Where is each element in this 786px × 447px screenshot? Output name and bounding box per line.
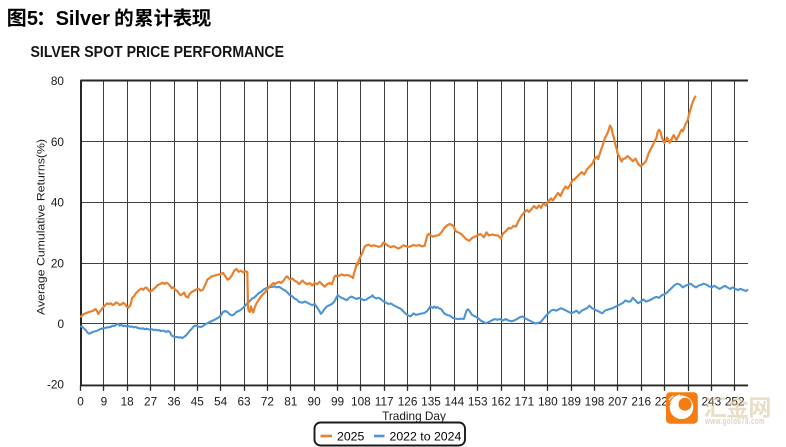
svg-text:SILVER SPOT PRICE PERFORMANCE: SILVER SPOT PRICE PERFORMANCE xyxy=(31,44,285,61)
svg-text:207: 207 xyxy=(608,395,628,409)
svg-text:18: 18 xyxy=(121,395,135,409)
svg-text:117: 117 xyxy=(375,395,394,409)
svg-text:81: 81 xyxy=(284,395,297,409)
svg-text:2022 to 2024: 2022 to 2024 xyxy=(390,430,462,444)
svg-text:0: 0 xyxy=(77,395,84,409)
svg-text:162: 162 xyxy=(491,395,511,409)
svg-text:Silver: Silver xyxy=(56,8,111,30)
svg-text:27: 27 xyxy=(144,395,157,409)
svg-text:108: 108 xyxy=(351,395,371,409)
svg-text:0: 0 xyxy=(57,317,64,331)
svg-text:171: 171 xyxy=(515,395,535,409)
svg-text:Trading Day: Trading Day xyxy=(382,409,446,423)
svg-text:9: 9 xyxy=(101,395,108,409)
svg-text:2025: 2025 xyxy=(337,430,365,444)
svg-text:80: 80 xyxy=(51,74,65,88)
svg-text:180: 180 xyxy=(538,395,558,409)
svg-text:216: 216 xyxy=(631,395,651,409)
svg-text:45: 45 xyxy=(191,395,205,409)
svg-text:198: 198 xyxy=(585,395,605,409)
svg-text:54: 54 xyxy=(214,395,228,409)
svg-text:www.gold678.com: www.gold678.com xyxy=(704,416,765,426)
svg-text:144: 144 xyxy=(444,395,464,409)
svg-text:189: 189 xyxy=(561,395,581,409)
svg-text:60: 60 xyxy=(51,135,65,149)
svg-text:153: 153 xyxy=(468,395,488,409)
svg-text:5: 5 xyxy=(27,8,38,30)
svg-text:72: 72 xyxy=(261,395,274,409)
svg-text:36: 36 xyxy=(167,395,181,409)
svg-text:-20: -20 xyxy=(47,378,64,392)
svg-text:99: 99 xyxy=(331,395,344,409)
svg-text:Average Cumulative Returns(%): Average Cumulative Returns(%) xyxy=(36,139,48,315)
svg-text:63: 63 xyxy=(237,395,251,409)
svg-text:90: 90 xyxy=(308,395,322,409)
svg-text:20: 20 xyxy=(51,256,65,270)
svg-text:135: 135 xyxy=(421,395,441,409)
svg-text:126: 126 xyxy=(398,395,418,409)
svg-text:40: 40 xyxy=(51,196,65,210)
